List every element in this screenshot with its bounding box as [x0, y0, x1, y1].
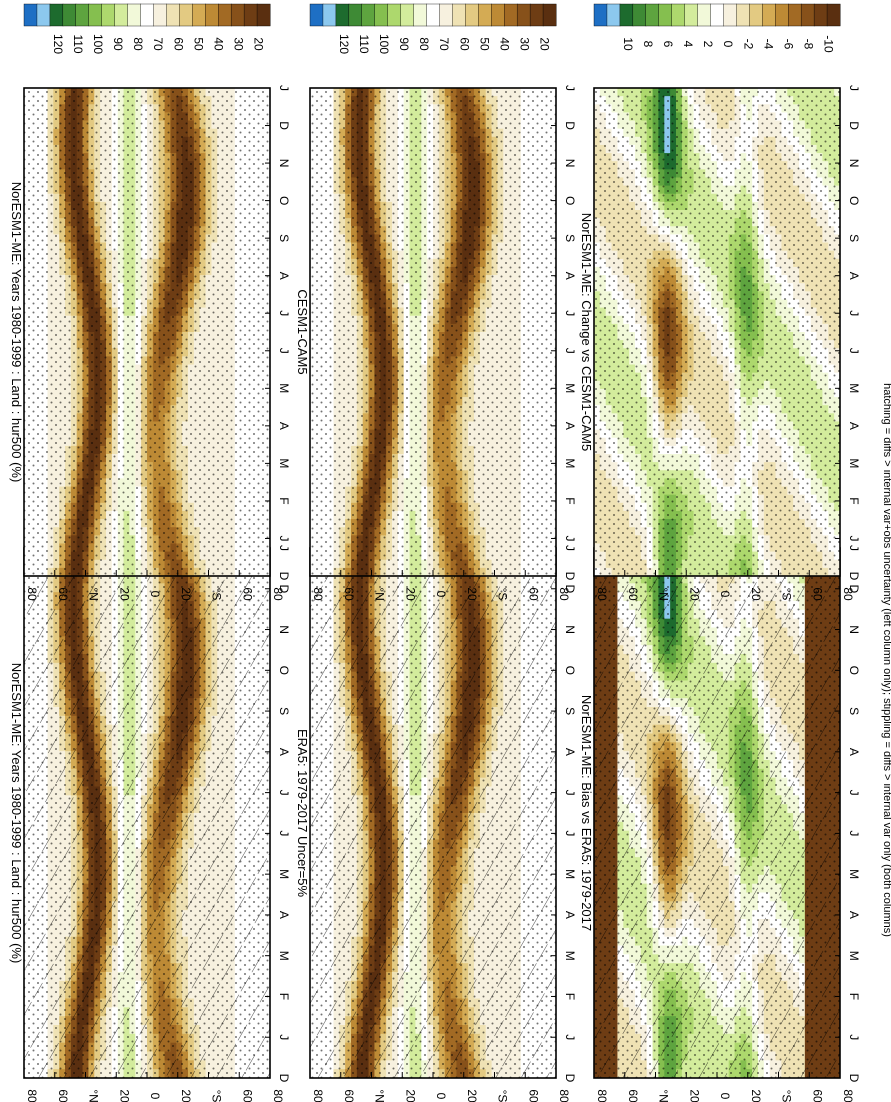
month-tick-label: J [277, 830, 291, 836]
panel-1: 80 60 °N 20 0 20 °S 60 80DJFMAMJJASONDJNorESM1-M… [9, 457, 291, 1102]
lat-tick-label: 60 [240, 1089, 254, 1102]
lat-tick-label: °N [87, 1089, 101, 1102]
lat-tick-label: 80 [271, 1089, 285, 1102]
month-tick-label: A [277, 911, 291, 919]
month-tick-label: M [277, 951, 291, 961]
month-tick-label: N [277, 625, 291, 634]
month-tick-label: F [277, 993, 291, 1000]
month-tick-label: S [277, 707, 291, 715]
month-tick-label: J [277, 1034, 291, 1040]
panel-title: NorESM1-ME: Years 1980-1999 : Land : hur… [9, 663, 24, 964]
hatching [24, 548, 270, 1078]
month-tick-label: J [277, 790, 291, 796]
panel-2: 80 60 °N 20 0 20 °S 60 80DJFMAMJJASONDJNorESM1-M… [9, 3, 291, 601]
month-tick-label: O [277, 666, 291, 675]
month-tick-label: A [277, 748, 291, 756]
lat-tick-label: 0 [148, 1093, 162, 1100]
lat-tick-label: °S [210, 1090, 224, 1102]
month-tick-label: D [277, 1074, 291, 1083]
month-tick-label: J [277, 545, 291, 551]
lat-tick-label: 20 [117, 1089, 131, 1102]
month-tick-label: M [277, 869, 291, 879]
lat-tick-label: 80 [25, 1089, 39, 1102]
lat-tick-label: 20 [179, 1089, 193, 1102]
lat-tick-label: 60 [56, 1089, 70, 1102]
